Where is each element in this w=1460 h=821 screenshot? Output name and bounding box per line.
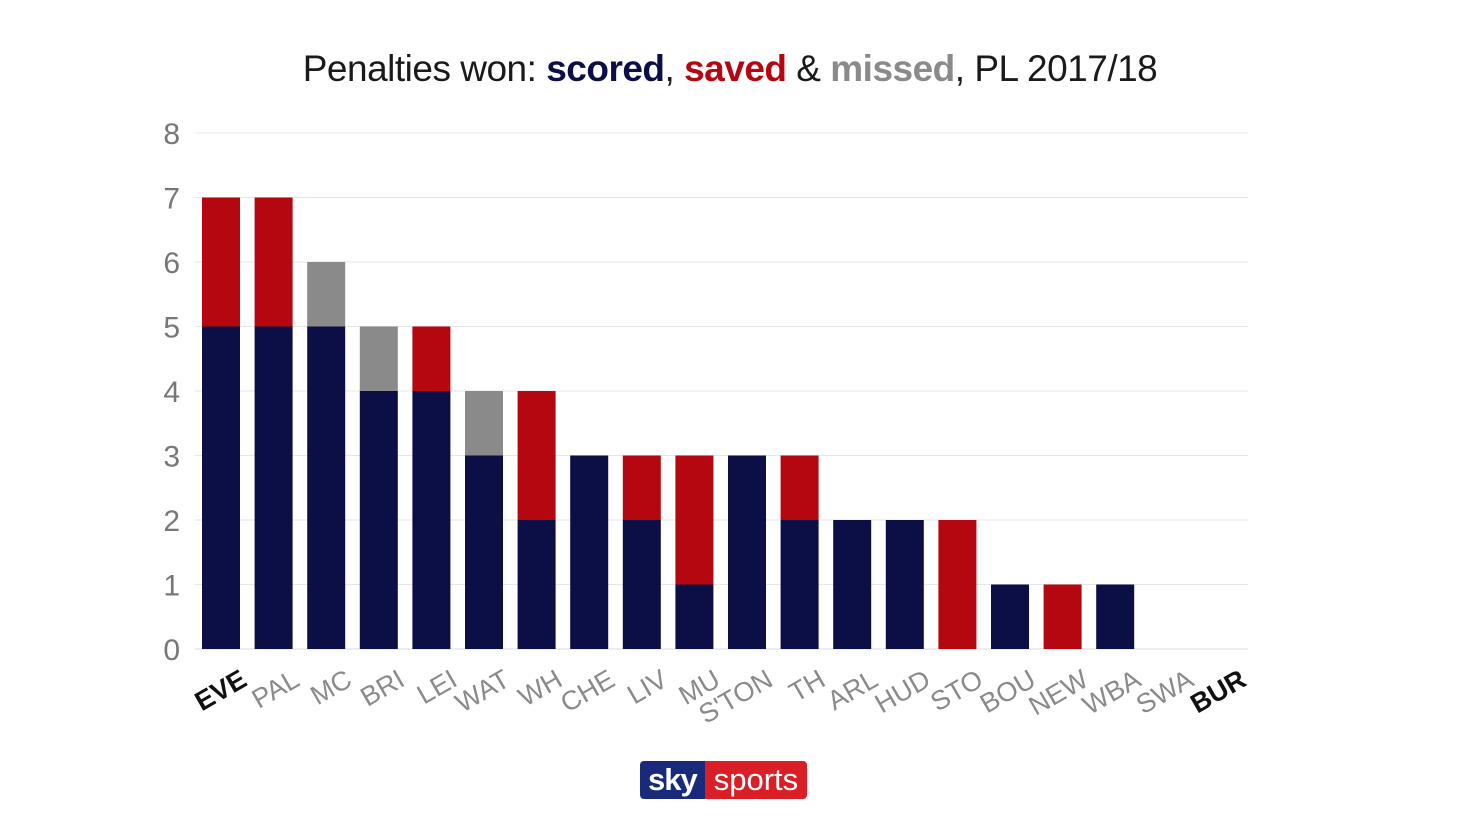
bar-saved bbox=[780, 455, 819, 520]
bar-missed bbox=[465, 391, 503, 456]
y-tick-label: 7 bbox=[163, 183, 180, 216]
bar-saved bbox=[517, 391, 556, 520]
bar-scored bbox=[307, 326, 346, 649]
y-tick-label: 5 bbox=[163, 312, 180, 345]
bar-scored bbox=[833, 520, 872, 649]
x-tick-label: EVE bbox=[190, 664, 252, 717]
y-tick-label: 3 bbox=[163, 441, 180, 474]
bar-scored bbox=[885, 520, 924, 649]
y-tick-label: 6 bbox=[163, 247, 180, 280]
bar-saved bbox=[412, 326, 451, 391]
bar-scored bbox=[622, 520, 661, 649]
bar-scored bbox=[517, 520, 556, 649]
title-suffix: , PL 2017/18 bbox=[954, 48, 1158, 89]
logo-sports: sports bbox=[704, 761, 808, 799]
bar-saved bbox=[1043, 584, 1082, 649]
title-sep2: & bbox=[786, 48, 831, 89]
bar-scored bbox=[570, 455, 609, 649]
bar-scored bbox=[412, 391, 451, 649]
logo-sky: sky bbox=[640, 761, 705, 799]
bar-saved bbox=[675, 455, 714, 585]
x-tick-label: TH bbox=[784, 664, 830, 708]
bar-saved bbox=[202, 197, 240, 327]
x-tick-label: WH bbox=[513, 664, 567, 712]
bar-scored bbox=[728, 455, 766, 649]
sky-sports-logo: sky sports bbox=[640, 761, 808, 799]
x-tick-label: LIV bbox=[622, 664, 672, 710]
chart-title: Penalties won: scored, saved & missed, P… bbox=[0, 48, 1460, 90]
bar-missed bbox=[359, 326, 398, 391]
bar-saved bbox=[938, 520, 977, 649]
x-tick-label: PAL bbox=[247, 664, 304, 714]
title-scored: scored bbox=[546, 48, 665, 89]
bar-saved bbox=[254, 197, 293, 327]
bar-scored bbox=[991, 584, 1029, 649]
bar-scored bbox=[1096, 584, 1135, 649]
title-saved: saved bbox=[684, 48, 787, 89]
bar-scored bbox=[675, 584, 714, 649]
title-missed: missed bbox=[830, 48, 955, 89]
bar-missed bbox=[307, 262, 346, 327]
x-tick-label: BUR bbox=[1185, 664, 1251, 719]
y-tick-label: 2 bbox=[163, 505, 180, 538]
bar-scored bbox=[202, 326, 240, 649]
bar-scored bbox=[780, 520, 819, 649]
x-tick-label: LEI bbox=[412, 664, 462, 710]
y-tick-label: 0 bbox=[163, 634, 180, 667]
bar-saved bbox=[622, 455, 661, 520]
bar-scored bbox=[359, 391, 398, 649]
x-tick-label: MC bbox=[305, 664, 356, 711]
y-tick-label: 4 bbox=[163, 376, 180, 409]
y-tick-label: 8 bbox=[163, 118, 180, 151]
x-tick-label: WAT bbox=[450, 664, 514, 718]
y-tick-label: 1 bbox=[163, 570, 180, 603]
x-tick-label: BRI bbox=[355, 664, 409, 712]
bar-scored bbox=[465, 455, 503, 649]
title-prefix: Penalties won: bbox=[302, 48, 547, 89]
bar-scored bbox=[254, 326, 293, 649]
title-sep1: , bbox=[664, 48, 685, 89]
x-tick-label: CHE bbox=[555, 664, 619, 718]
